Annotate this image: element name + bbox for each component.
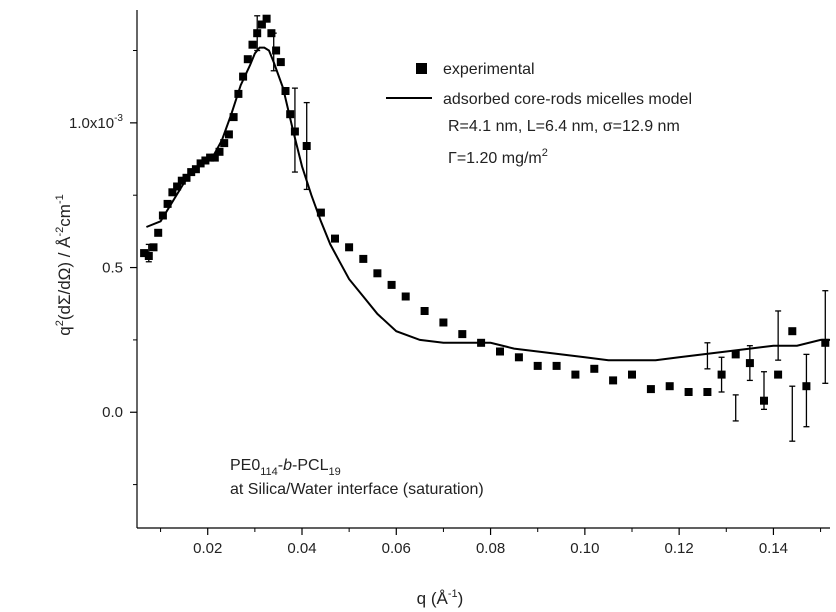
data-point [458, 330, 467, 339]
data-point [496, 347, 504, 356]
x-tick-label: 0.08 [476, 540, 505, 557]
data-point [420, 307, 429, 315]
y-tick-label: 0.0 [102, 404, 123, 421]
data-point [628, 370, 636, 379]
data-point [401, 292, 410, 301]
x-axis-title: q (Å-1) [417, 588, 464, 608]
data-point [302, 142, 311, 150]
data-point [514, 353, 523, 362]
x-axis-ticks: 0.02 0.04 0.06 0.08 0.10 0.12 0.14 [160, 528, 822, 557]
data-point [387, 280, 396, 289]
x-tick-label: 0.04 [287, 540, 316, 557]
data-point [257, 20, 266, 29]
data-point [272, 46, 281, 55]
x-tick-label: 0.02 [193, 540, 222, 557]
data-point [717, 370, 726, 379]
data-point [745, 359, 754, 368]
data-point [224, 130, 233, 139]
model-curve [146, 46, 830, 362]
data-point [140, 249, 149, 258]
data-point [590, 364, 599, 373]
data-point [149, 243, 158, 252]
data-point [345, 243, 354, 252]
data-point [163, 199, 172, 208]
data-point [281, 87, 290, 95]
data-point [154, 228, 163, 237]
data-point [359, 254, 368, 263]
data-point [788, 327, 797, 336]
x-tick-label: 0.06 [382, 540, 411, 557]
data-point [234, 89, 243, 98]
data-point [373, 269, 382, 278]
data-point [187, 168, 196, 177]
data-point [684, 388, 693, 396]
data-point [210, 153, 219, 162]
data-point [665, 382, 674, 391]
y-tick-label: 1.0x10-3 [69, 113, 123, 132]
data-point [206, 153, 215, 162]
data-point [760, 396, 768, 405]
data-point [191, 165, 200, 174]
data-point [290, 127, 299, 136]
error-bars [145, 15, 829, 442]
legend-label-experimental: experimental [443, 61, 535, 78]
data-point [248, 40, 257, 49]
data-point [267, 29, 276, 38]
data-point [439, 318, 448, 327]
data-point [552, 361, 561, 370]
data-point [262, 14, 271, 23]
y-axis-title: q2(dΣ/dΩ) / Å-2cm-1 [54, 194, 74, 336]
data-point [177, 176, 186, 185]
data-point [731, 350, 740, 359]
data-point [201, 156, 210, 165]
y-tick-label: 0.5 [102, 260, 123, 277]
legend-label-model: adsorbed core-rods micelles model [443, 91, 692, 108]
data-point [276, 58, 285, 67]
data-point [220, 139, 229, 148]
y-axis-ticks: 0.0 0.5 1.0x10-3 [69, 50, 137, 486]
annotation-polymer: PE0114-b-PCL19 [230, 457, 341, 478]
data-point [144, 252, 153, 260]
data-point [215, 147, 224, 156]
data-point [646, 385, 655, 394]
data-point [173, 182, 182, 191]
legend: experimental adsorbed core-rods micelles… [386, 61, 692, 167]
data-point [703, 388, 712, 396]
data-point [168, 188, 177, 197]
data-point [286, 110, 295, 119]
data-point [239, 72, 248, 81]
data-point [243, 55, 252, 64]
legend-gamma: Γ=1.20 mg/m2 [448, 147, 548, 167]
x-tick-label: 0.10 [570, 540, 599, 557]
x-tick-label: 0.14 [759, 540, 788, 557]
data-point [182, 173, 191, 182]
data-point [609, 376, 618, 385]
experimental-markers [140, 14, 830, 405]
annotation-interface: at Silica/Water interface (saturation) [230, 481, 484, 498]
legend-marker-experimental [416, 63, 427, 74]
data-point [253, 29, 262, 38]
legend-params: R=4.1 nm, L=6.4 nm, σ=12.9 nm [448, 118, 680, 135]
x-tick-label: 0.12 [665, 540, 694, 557]
data-point [316, 208, 325, 217]
data-point [158, 211, 167, 220]
data-point [802, 382, 811, 391]
data-point [774, 370, 783, 379]
data-point [331, 234, 339, 243]
data-point [571, 370, 580, 379]
data-point [821, 338, 830, 347]
data-point [229, 113, 238, 122]
data-point [196, 159, 205, 168]
data-point [477, 338, 486, 347]
data-point [533, 361, 542, 370]
